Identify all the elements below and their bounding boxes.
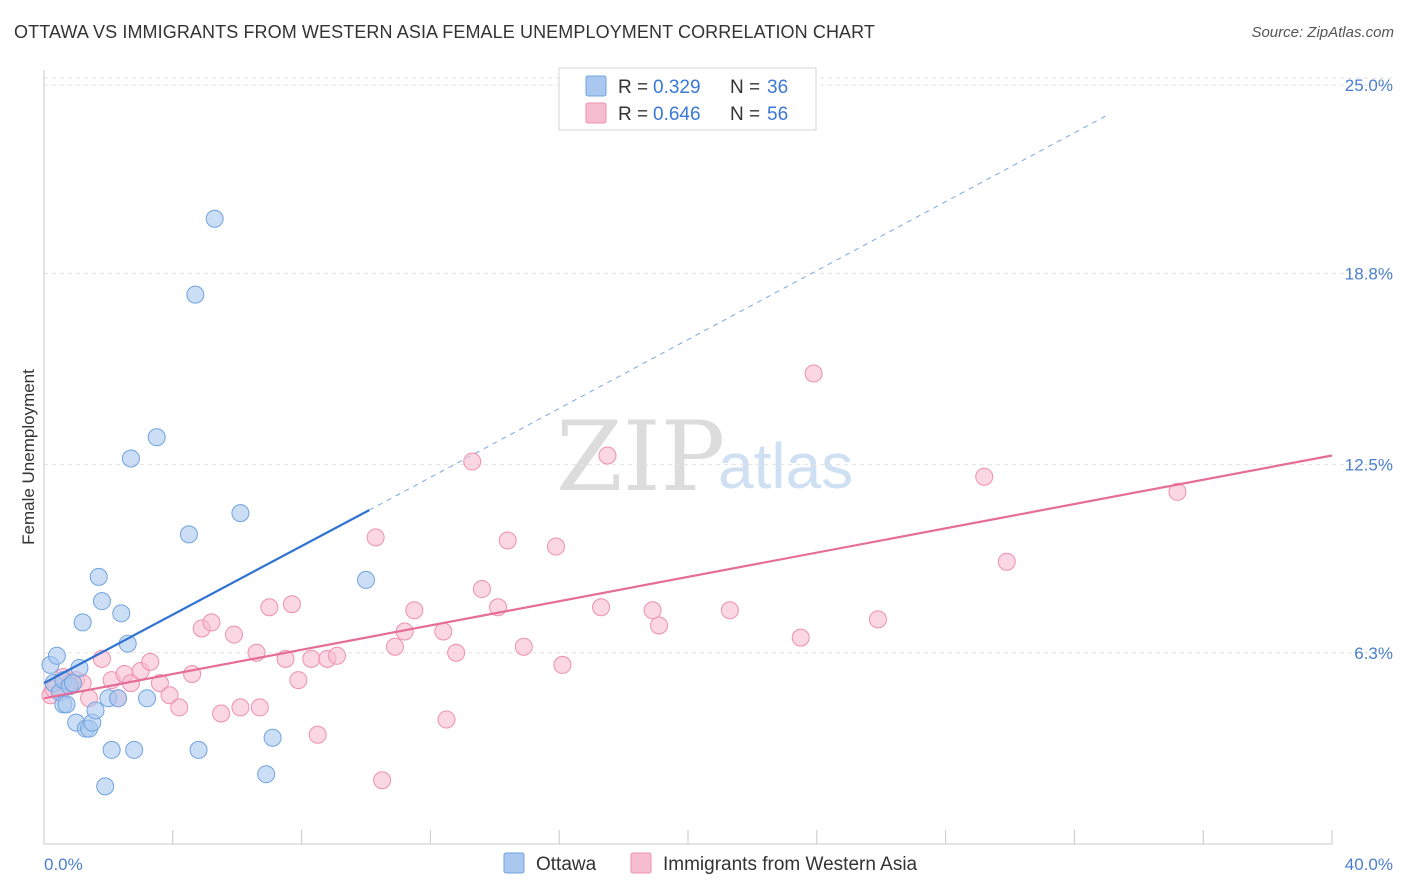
point-western-asia <box>212 704 231 723</box>
point-western-asia <box>720 601 739 620</box>
legend-r-value-western-asia: 0.646 <box>653 104 701 125</box>
series-legend: Ottawa Immigrants from Western Asia <box>503 852 918 875</box>
point-ottawa <box>47 646 66 665</box>
legend-swatch-ottawa <box>585 75 607 97</box>
point-western-asia <box>150 674 169 693</box>
point-ottawa <box>125 740 144 759</box>
point-ottawa <box>263 728 282 747</box>
point-western-asia <box>804 364 823 383</box>
legend-n-value-western-asia: 56 <box>767 104 788 125</box>
data-points <box>41 209 1333 796</box>
point-western-asia <box>437 710 456 729</box>
legend-n-label-western-asia: N = <box>730 104 760 125</box>
legend-r-value-ottawa: 0.329 <box>653 77 701 98</box>
point-western-asia <box>308 725 327 744</box>
watermark-zip: ZIP <box>556 401 725 513</box>
chart-title: OTTAWA VS IMMIGRANTS FROM WESTERN ASIA F… <box>14 22 876 42</box>
point-ottawa <box>109 689 128 708</box>
point-western-asia <box>472 580 491 599</box>
y-axis-title: Female Unemployment <box>19 369 38 545</box>
point-western-asia <box>498 531 517 550</box>
x-axis-ticks <box>43 830 1333 844</box>
point-western-asia <box>250 698 269 717</box>
x-tick-label-max: 40.0% <box>1345 855 1393 874</box>
point-western-asia <box>231 698 250 717</box>
point-western-asia <box>447 643 466 662</box>
y-tick-label: 18.8% <box>1345 264 1393 283</box>
trend-line-ottawa <box>43 509 370 685</box>
series-legend-swatch-ottawa <box>503 852 525 874</box>
point-ottawa <box>102 740 121 759</box>
point-ottawa <box>186 285 205 304</box>
y-tick-labels: 6.3% 12.5% 18.8% 25.0% <box>1345 76 1393 663</box>
point-western-asia <box>328 646 347 665</box>
point-ottawa <box>112 604 131 623</box>
point-ottawa <box>179 525 198 544</box>
point-ottawa <box>96 777 115 796</box>
point-western-asia <box>463 452 482 471</box>
trend-line-western-asia <box>43 454 1333 700</box>
point-ottawa <box>89 567 108 586</box>
point-western-asia <box>282 595 301 614</box>
point-western-asia <box>385 637 404 656</box>
y-tick-label: 6.3% <box>1354 644 1393 663</box>
y-tick-label: 12.5% <box>1345 456 1393 475</box>
source-credit: Source: ZipAtlas.com <box>1251 24 1394 41</box>
grid-lines <box>44 77 1393 654</box>
point-western-asia <box>553 655 572 674</box>
point-western-asia <box>373 771 392 790</box>
point-ottawa <box>73 613 92 632</box>
point-ottawa <box>147 428 166 447</box>
point-ottawa <box>357 570 375 589</box>
series-legend-label-ottawa: Ottawa <box>536 854 597 875</box>
legend-swatch-western-asia <box>585 102 607 124</box>
point-western-asia <box>289 671 308 690</box>
point-ottawa <box>205 209 224 228</box>
point-ottawa <box>57 695 76 714</box>
watermark-atlas: atlas <box>718 430 853 502</box>
legend-n-value-ottawa: 36 <box>767 77 788 98</box>
point-ottawa <box>189 740 208 759</box>
legend-r-label-ottawa: R = <box>618 77 648 98</box>
point-ottawa <box>138 689 157 708</box>
point-western-asia <box>650 616 669 635</box>
point-ottawa <box>86 701 105 720</box>
point-western-asia <box>202 613 221 632</box>
point-western-asia <box>405 601 424 620</box>
point-western-asia <box>302 649 321 668</box>
point-western-asia <box>170 698 189 717</box>
point-western-asia <box>643 601 662 620</box>
point-western-asia <box>183 665 202 684</box>
point-ottawa <box>92 592 111 611</box>
point-western-asia <box>160 686 179 705</box>
x-tick-label-min: 0.0% <box>44 855 83 874</box>
point-western-asia <box>434 622 453 641</box>
legend-n-label-ottawa: N = <box>730 77 760 98</box>
point-western-asia <box>141 652 160 671</box>
point-western-asia <box>1168 482 1187 501</box>
point-western-asia <box>224 625 243 644</box>
point-ottawa <box>121 449 140 468</box>
point-western-asia <box>260 598 279 617</box>
point-western-asia <box>366 528 385 547</box>
point-western-asia <box>791 628 810 647</box>
legend-r-label-western-asia: R = <box>618 104 648 125</box>
point-western-asia <box>975 467 994 486</box>
point-ottawa <box>231 504 250 523</box>
point-ottawa <box>257 765 276 784</box>
point-ottawa <box>63 674 82 693</box>
series-legend-label-western-asia: Immigrants from Western Asia <box>663 854 918 875</box>
y-tick-label: 25.0% <box>1345 76 1393 95</box>
point-western-asia <box>546 537 565 556</box>
point-western-asia <box>598 446 617 465</box>
point-western-asia <box>997 552 1016 571</box>
series-legend-swatch-western-asia <box>630 852 652 874</box>
stats-legend: R = 0.329 N = 36 R = 0.646 N = 56 <box>558 67 817 131</box>
point-western-asia <box>868 610 887 629</box>
point-western-asia <box>514 637 533 656</box>
point-western-asia <box>592 598 611 617</box>
